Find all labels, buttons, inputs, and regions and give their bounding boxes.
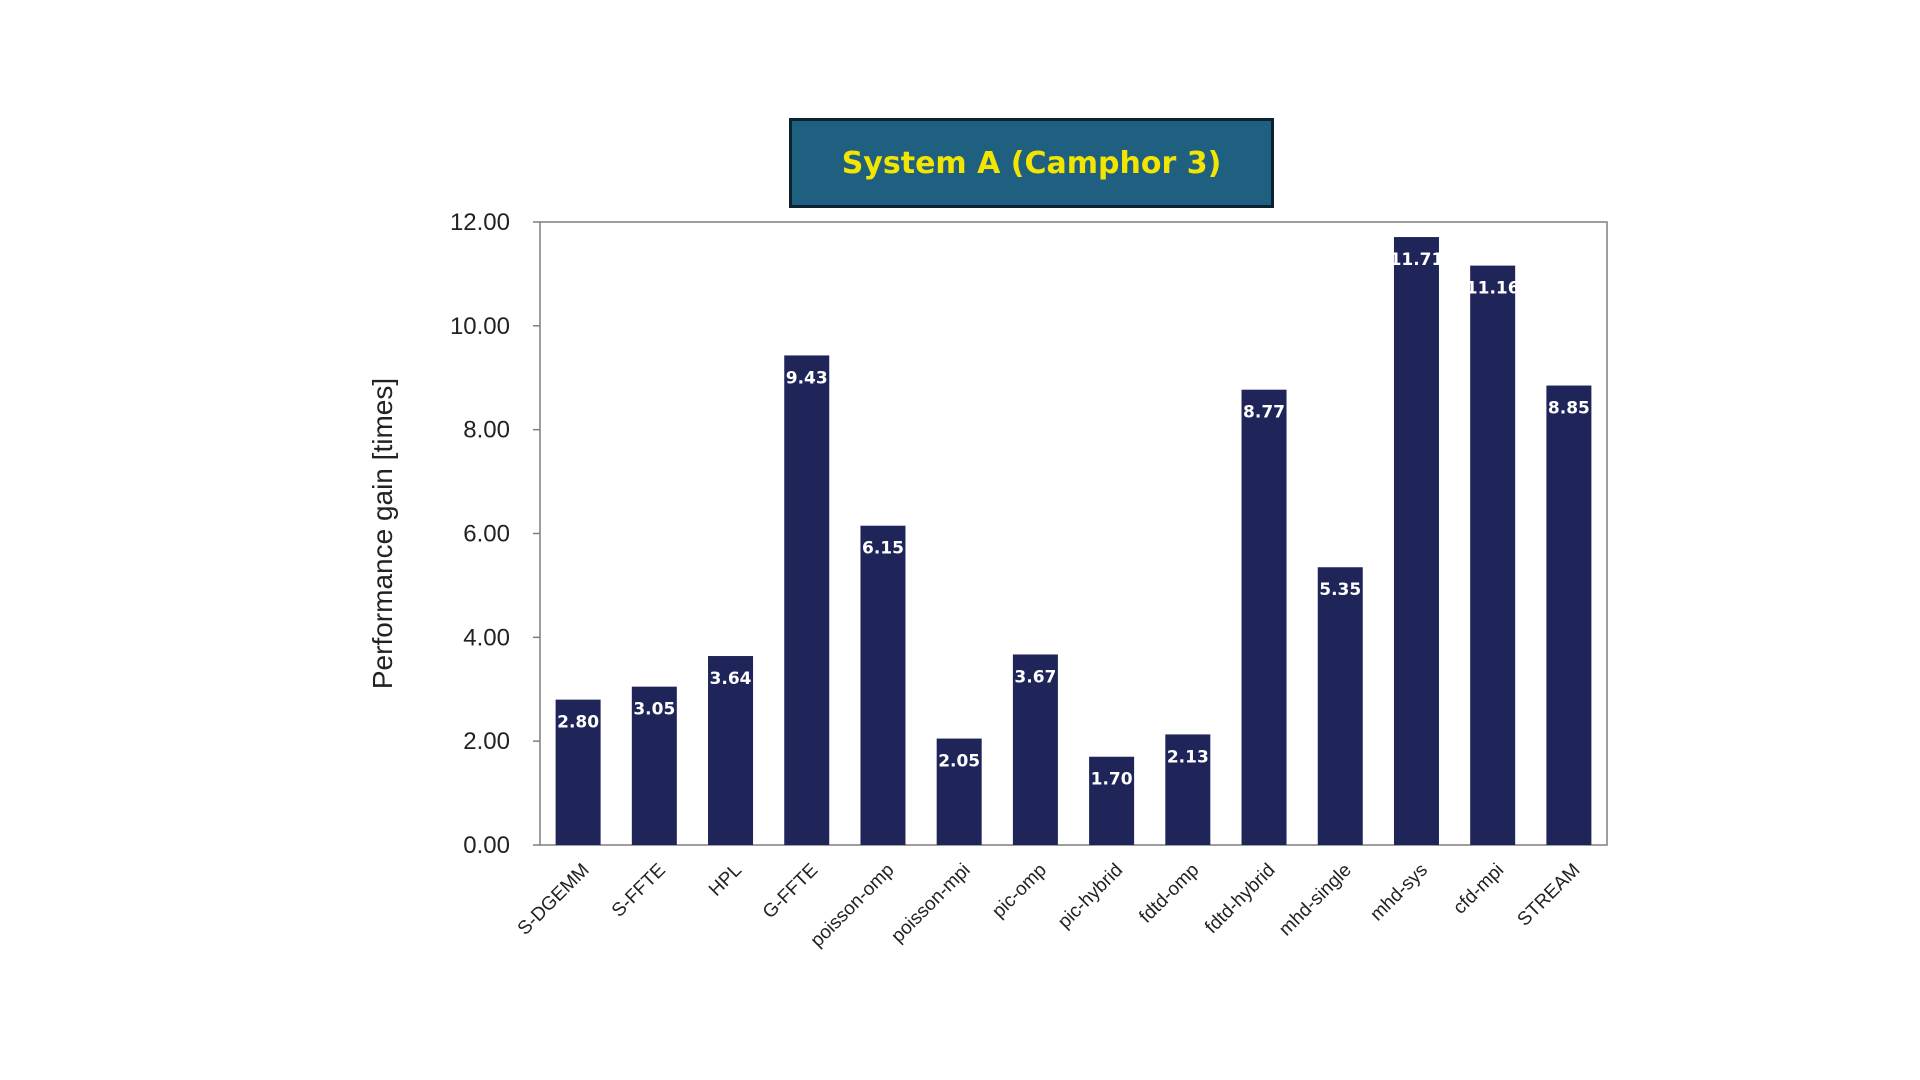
y-tick-label: 4.00: [463, 624, 510, 651]
x-tick-label: mhd-single: [1275, 860, 1356, 941]
y-tick-label: 6.00: [463, 521, 510, 548]
x-tick-label: poisson-mpi: [887, 860, 974, 947]
plot-area-frame: [539, 221, 1608, 846]
x-tick-label: cfd-mpi: [1449, 860, 1508, 919]
bar: [1393, 237, 1439, 845]
bar: [708, 656, 754, 845]
x-tick-label: fdtd-omp: [1135, 860, 1203, 928]
y-tick-label: 10.00: [450, 313, 510, 340]
bar: [936, 738, 982, 845]
bar: [1317, 567, 1363, 845]
bar-value-label: 11.71: [1390, 250, 1444, 270]
bar: [1546, 385, 1592, 845]
x-tick-label: pic-omp: [988, 860, 1051, 923]
bar: [555, 699, 601, 845]
x-tick-label: STREAM: [1514, 860, 1585, 931]
bar: [784, 355, 830, 845]
x-tick-label: HPL: [705, 860, 746, 901]
y-tick-label: 8.00: [463, 417, 510, 444]
y-tick-label: 12.00: [450, 209, 510, 236]
x-tick-label: fdtd-hybrid: [1201, 860, 1279, 938]
x-tick-label: S-FFTE: [608, 860, 670, 922]
bar-value-label: 8.77: [1243, 403, 1285, 423]
x-tick-label: pic-hybrid: [1054, 860, 1127, 933]
x-tick-label: mhd-sys: [1366, 860, 1432, 926]
bar-value-label: 3.67: [1014, 667, 1056, 687]
y-tick-label: 0.00: [463, 832, 510, 859]
bar-value-label: 11.16: [1466, 279, 1520, 299]
y-tick-label: 2.00: [463, 728, 510, 755]
bar-value-label: 6.15: [862, 539, 904, 559]
bar-value-label: 3.64: [710, 669, 752, 689]
bar: [631, 686, 677, 845]
bar-value-label: 2.80: [557, 713, 599, 733]
x-tick-label: G-FFTE: [759, 860, 822, 923]
bar: [1089, 756, 1135, 845]
bar-value-label: 5.35: [1319, 580, 1361, 600]
bar: [1165, 734, 1211, 845]
chart-title-box: System A (Camphor 3): [789, 118, 1274, 208]
bar-value-label: 2.13: [1167, 747, 1209, 767]
y-axis-label: Performance gain [times]: [367, 378, 398, 689]
bar-value-label: 1.70: [1091, 770, 1133, 790]
bar-value-label: 3.05: [633, 700, 675, 720]
bar: [1470, 265, 1516, 845]
bar: [1241, 389, 1287, 845]
bar: [1012, 654, 1058, 845]
bar-value-label: 9.43: [786, 368, 828, 388]
bar-value-label: 2.05: [938, 752, 980, 772]
bar-value-label: 8.85: [1548, 399, 1590, 419]
chart-title: System A (Camphor 3): [841, 145, 1222, 181]
bar: [860, 525, 906, 845]
x-tick-label: S-DGEMM: [514, 860, 594, 940]
